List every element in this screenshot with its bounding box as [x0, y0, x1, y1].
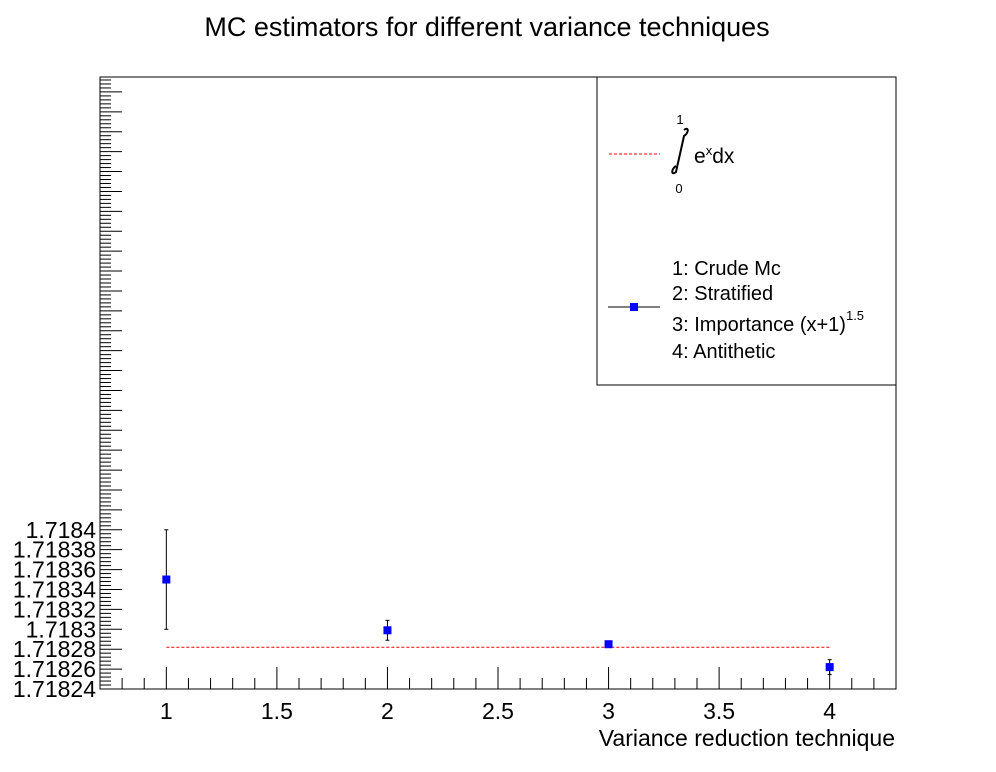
legend-line-1: 1: Crude Mc: [672, 258, 781, 280]
x-tick-label: 2.5: [482, 698, 514, 724]
x-tick-label: 1: [160, 698, 173, 724]
x-tick-label: 1.5: [261, 698, 293, 724]
y-tick-label: 1.7183: [26, 616, 96, 642]
x-tick-label: 2: [381, 698, 394, 724]
y-tick-label: 1.71826: [13, 656, 96, 682]
data-point: [825, 663, 834, 672]
chart-title: MC estimators for different variance tec…: [204, 12, 769, 42]
legend: 1 0 exdx 1: Crude Mc 2: Stratified 3: Im…: [596, 76, 897, 386]
integral-sign: [671, 127, 689, 175]
y-tick-label: 1.71828: [13, 636, 96, 662]
legend-line-3: 3: Importance (x+1)1.5: [672, 308, 864, 336]
data-point: [383, 626, 392, 635]
y-tick-label: 1.71832: [13, 596, 96, 622]
integral-upper-limit: 1: [676, 112, 683, 127]
data-point: [162, 575, 171, 584]
legend-series-marker: [630, 303, 638, 311]
integral-lower-limit: 0: [675, 181, 682, 196]
x-tick-label: 4: [823, 698, 836, 724]
y-tick-label: 1.7184: [26, 517, 97, 543]
data-series: [162, 529, 834, 676]
data-point: [604, 640, 613, 649]
y-tick-label: 1.71836: [13, 557, 96, 583]
legend-integral-expression: exdx: [694, 143, 735, 168]
y-tick-label: 1.71824: [13, 676, 96, 702]
x-tick-label: 3: [602, 698, 615, 724]
legend-line-2: 2: Stratified: [672, 283, 773, 305]
x-axis-label: Variance reduction technique: [599, 725, 895, 751]
legend-line-4: 4: Antithetic: [672, 341, 775, 363]
x-axis: 1 1.5 2 2.5 3 3.5 4: [99, 667, 897, 724]
y-tick-label: 1.71834: [13, 576, 96, 602]
y-axis: 1.718241.718261.718281.71831.718321.7183…: [13, 79, 122, 702]
y-tick-label: 1.71838: [13, 537, 96, 563]
x-tick-label: 3.5: [703, 698, 735, 724]
legend-box: [596, 76, 897, 386]
